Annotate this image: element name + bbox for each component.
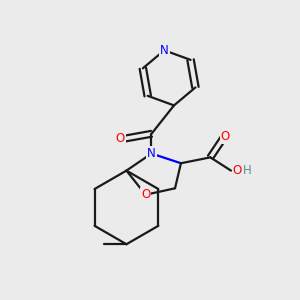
Text: O: O	[220, 130, 230, 143]
Text: N: N	[147, 147, 156, 160]
Text: O: O	[115, 132, 124, 145]
Text: O: O	[232, 164, 242, 177]
Text: O: O	[141, 188, 150, 201]
Text: H: H	[243, 164, 252, 177]
Text: N: N	[160, 44, 169, 57]
